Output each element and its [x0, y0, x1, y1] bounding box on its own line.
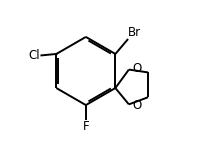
Text: O: O — [132, 62, 141, 75]
Text: F: F — [82, 120, 89, 133]
Text: O: O — [132, 99, 141, 112]
Text: Br: Br — [128, 26, 141, 39]
Text: Cl: Cl — [29, 49, 40, 62]
